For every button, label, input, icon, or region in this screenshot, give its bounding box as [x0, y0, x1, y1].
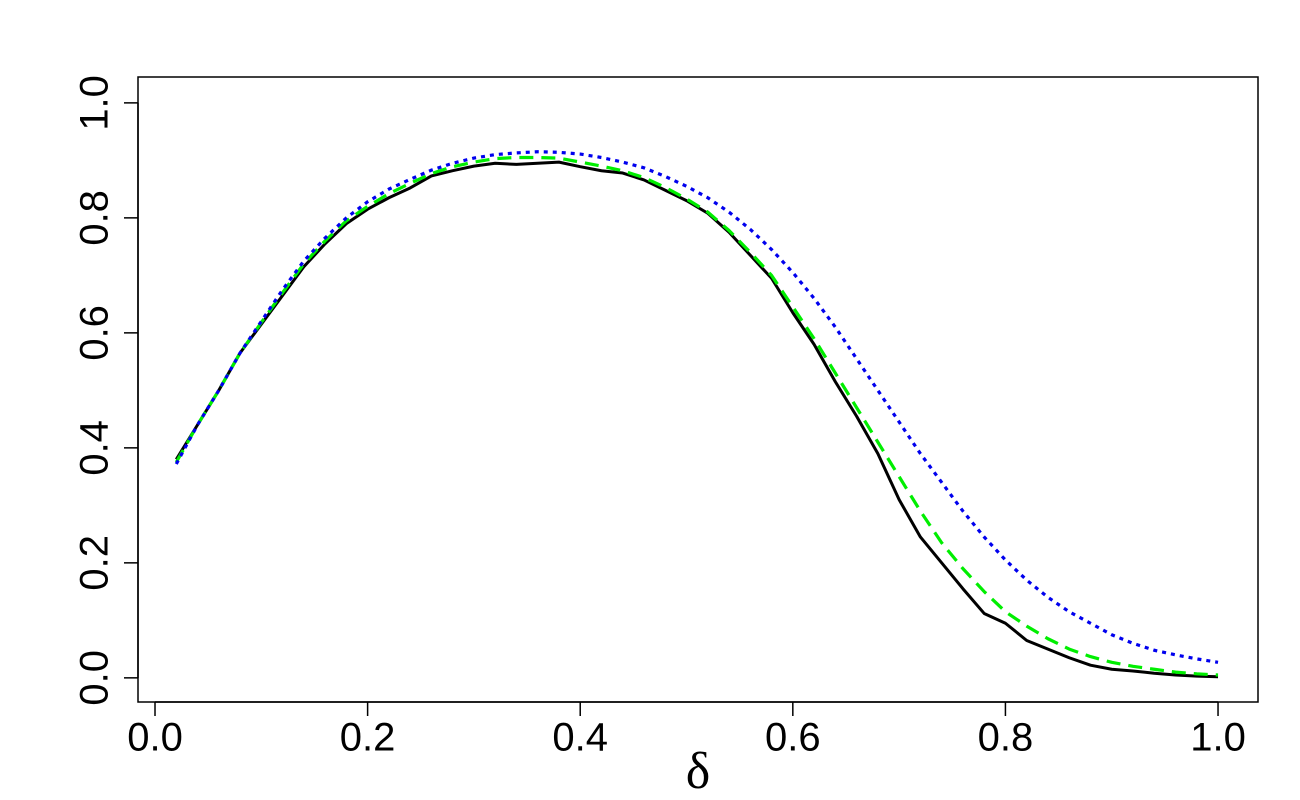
y-tick-label: 0.0: [73, 650, 117, 706]
y-tick-label: 0.6: [73, 305, 117, 361]
y-tick-label: 0.4: [73, 420, 117, 476]
y-tick-label: 1.0: [73, 75, 117, 131]
plot-frame: [137, 76, 1259, 703]
x-tick-label: 0.6: [765, 716, 821, 760]
x-axis-label: δ: [686, 743, 711, 800]
y-tick-label: 0.8: [73, 190, 117, 246]
x-tick-label: 0.2: [340, 716, 396, 760]
x-tick-label: 0.0: [127, 716, 183, 760]
series-line: [174, 150, 1219, 664]
x-tick-label: 0.8: [978, 716, 1034, 760]
series-line: [174, 160, 1219, 679]
series-line: [174, 155, 1219, 677]
x-tick-label: 0.4: [552, 716, 608, 760]
x-tick-label: 1.0: [1190, 716, 1246, 760]
y-tick-label: 0.2: [73, 535, 117, 591]
